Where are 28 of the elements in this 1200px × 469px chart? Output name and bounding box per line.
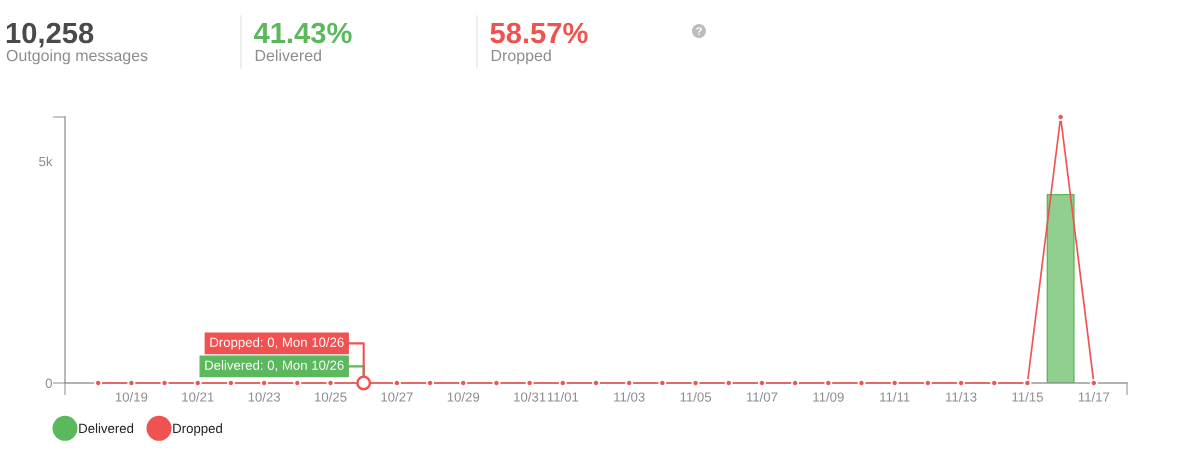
x-tick-label: 11/01 (547, 392, 579, 402)
x-tick-label: 10/27 (381, 392, 413, 402)
category-label: Dropped (491, 49, 551, 65)
x-tick-label: 11/13 (946, 392, 977, 402)
y-tick-label: 5k (39, 156, 53, 167)
x-tick-label: 11/09 (813, 392, 844, 402)
x-tick-label: 11/17 (1078, 392, 1110, 402)
text: 10,258 (6, 22, 94, 48)
x-tick-label: 11/05 (680, 392, 712, 402)
x-tick-label: 11/11 (880, 392, 910, 402)
x-tick-label: 10/19 (115, 392, 148, 402)
x-tick-label: 10/23 (248, 392, 281, 402)
legend-label: Delivered (79, 423, 134, 434)
category-label: Outgoing messages (6, 49, 148, 65)
y-tick-label: 0 (45, 378, 52, 388)
x-tick-label: 10/31 (514, 392, 546, 402)
annotation: Dropped: 0, Mon 10/26 (210, 337, 344, 350)
text: 41.43% (253, 22, 352, 44)
x-tick-label: 11/07 (746, 392, 778, 402)
legend-label: Dropped (173, 423, 222, 436)
category-label: Delivered (255, 49, 321, 62)
x-tick-label: 10/29 (447, 392, 480, 402)
x-tick-label: 11/15 (1012, 392, 1043, 402)
x-tick-label: 10/25 (315, 392, 347, 402)
x-tick-label: 11/03 (614, 392, 645, 402)
x-tick-label: 10/21 (182, 392, 214, 402)
text: 58.57% (490, 22, 588, 44)
annotation: Delivered: 0, Mon 10/26 (205, 360, 344, 372)
